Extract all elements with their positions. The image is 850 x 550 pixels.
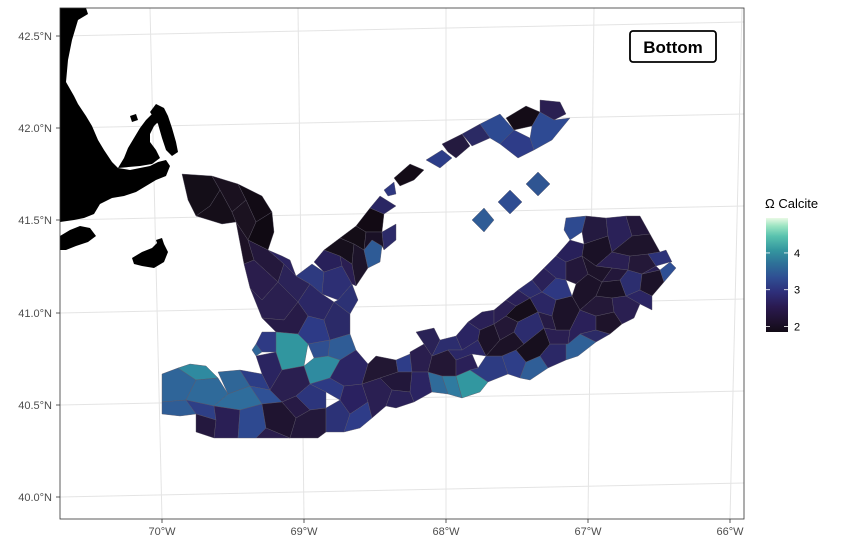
lat-label: 40.0°N	[18, 492, 52, 504]
cell	[213, 405, 241, 439]
cell	[409, 371, 433, 403]
cell	[369, 195, 397, 215]
depth-badge-label: Bottom	[643, 38, 702, 57]
cell	[383, 181, 397, 197]
grid-lat-42-5	[60, 21, 744, 37]
legend: Ω Calcite 4 3 2	[765, 196, 818, 333]
cell	[267, 249, 297, 277]
depth-badge-box	[629, 30, 717, 63]
lon-label: 70°W	[148, 526, 176, 538]
lat-label: 41.0°N	[18, 308, 52, 320]
legend-title: Ω Calcite	[765, 196, 818, 211]
lon-axis: 70°W 69°W 68°W 67°W 66°W	[148, 526, 744, 538]
cell	[295, 383, 327, 411]
land-nantucket	[132, 242, 168, 268]
cell	[647, 249, 673, 267]
lon-label: 69°W	[290, 526, 318, 538]
lon-label: 66°W	[716, 526, 744, 538]
cell	[247, 211, 275, 251]
legend-tick-label: 2	[794, 321, 800, 333]
land-islet-2	[156, 238, 164, 246]
cell	[385, 389, 415, 409]
cell	[251, 343, 263, 357]
water-cells	[161, 99, 677, 439]
land-mainland	[60, 8, 170, 222]
grid-lat-40-0	[60, 482, 744, 498]
panel-border	[59, 7, 745, 520]
grid-lon-66	[729, 8, 743, 519]
cell	[641, 265, 661, 275]
grid-lat-42-0	[60, 113, 744, 129]
lat-label: 42.5°N	[18, 31, 52, 43]
cell-diamond	[525, 171, 551, 197]
lat-label: 42.0°N	[18, 123, 52, 135]
lat-axis: 40.0°N 40.5°N 41.0°N 41.5°N 42.0°N 42.5°…	[18, 31, 52, 504]
cell	[177, 363, 219, 381]
cell-diamond	[471, 207, 495, 233]
land	[60, 8, 178, 268]
land-marthas-vineyard	[60, 226, 96, 250]
cell	[161, 399, 197, 417]
lon-ticks	[161, 519, 731, 523]
cell	[529, 111, 571, 151]
cell	[441, 133, 471, 159]
land-islet-1	[130, 114, 138, 122]
cell	[425, 149, 453, 169]
cell	[563, 215, 587, 241]
land-cape-cod	[118, 110, 164, 168]
legend-tick-label: 4	[794, 248, 800, 260]
cell	[381, 223, 397, 251]
cell	[355, 207, 385, 233]
land-cape-cod-tip	[150, 104, 178, 156]
lon-label: 67°W	[574, 526, 602, 538]
depth-badge: Bottom	[629, 30, 717, 63]
lon-label: 68°W	[432, 526, 460, 538]
cell-diamond	[497, 189, 523, 215]
grid-lat-41-5	[60, 205, 744, 221]
legend-tick-label: 3	[794, 285, 800, 297]
lat-label: 41.5°N	[18, 215, 52, 227]
cell	[659, 261, 677, 283]
cell	[539, 99, 567, 121]
lat-label: 40.5°N	[18, 400, 52, 412]
lat-ticks	[56, 35, 60, 498]
cell	[255, 331, 283, 353]
cell	[393, 163, 425, 187]
legend-ticks: 4 3 2	[766, 248, 800, 333]
legend-colorbar	[766, 218, 788, 332]
